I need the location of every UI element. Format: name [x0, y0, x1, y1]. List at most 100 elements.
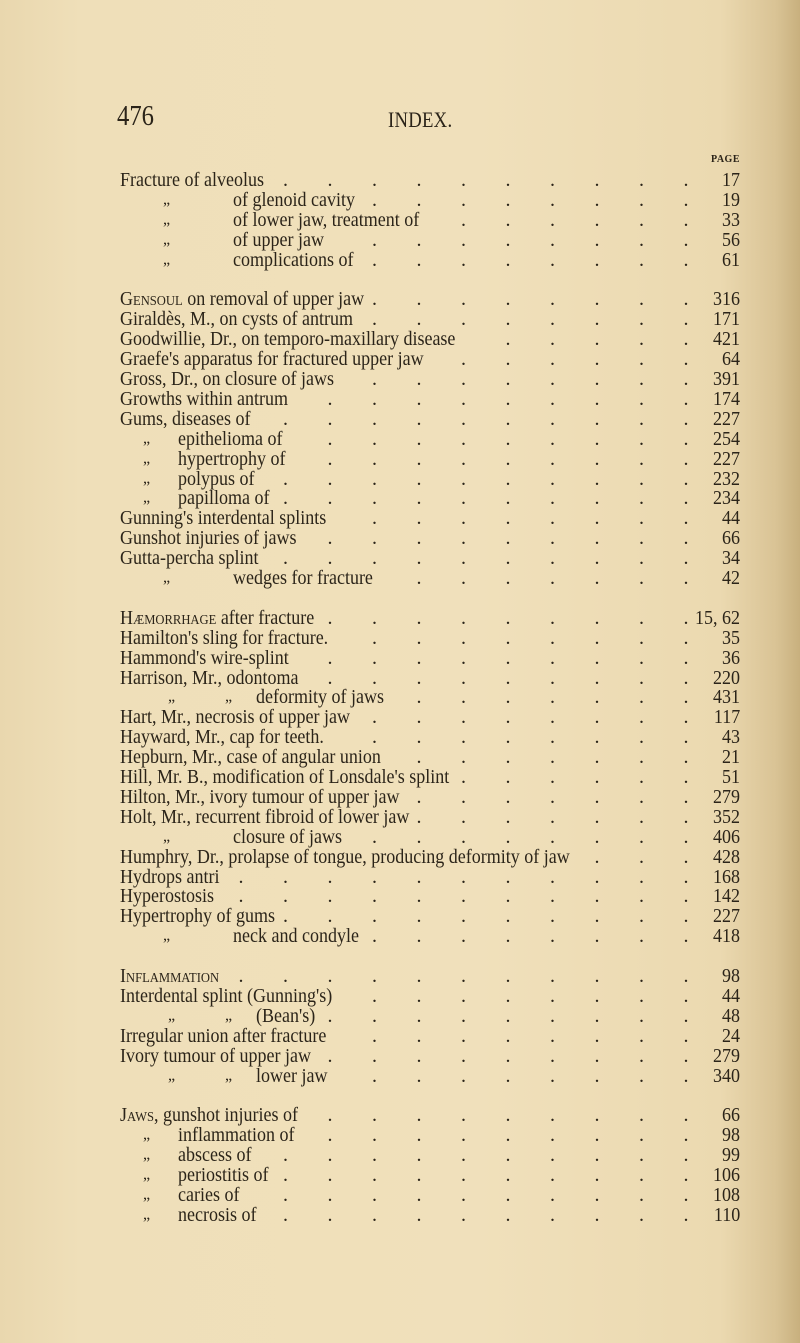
entry-text: Ivory tumour of upper jaw: [120, 1046, 311, 1066]
dot-leader: .: [461, 228, 466, 251]
entry-page: 56: [722, 228, 740, 251]
entry-label: of upper jaw: [233, 228, 324, 251]
entry-page: 44: [722, 984, 740, 1007]
dot-leader: .: [372, 487, 377, 510]
dot-leader: .: [550, 686, 555, 709]
dot-leader: .: [461, 905, 466, 928]
dot-leader: .: [639, 905, 644, 928]
entry-label: Hypertrophy of gums: [120, 905, 275, 928]
entry-label: abscess of: [178, 1144, 252, 1167]
dot-leader: .: [372, 407, 377, 430]
entry-page: 34: [722, 547, 740, 570]
dot-leader: .: [505, 447, 511, 470]
dot-leader: .: [550, 646, 555, 669]
index-entry: Humphry, Dr., prolapse of tongue, produc…: [0, 847, 800, 867]
dot-leader: .: [505, 188, 511, 211]
entry-text: neck and condyle: [233, 926, 359, 946]
dot-leader: .: [372, 1104, 377, 1127]
entry-page: 51: [722, 766, 740, 788]
dot-leader: .: [683, 527, 689, 550]
entry-page: 99: [722, 1144, 740, 1167]
dot-leader: .: [327, 1183, 333, 1206]
dot-leader: .: [461, 1164, 466, 1186]
dot-leader: .: [550, 925, 555, 948]
entry-heading: Hæmorrhage: [120, 606, 217, 629]
dot-leader: .: [550, 188, 555, 211]
entry-text: Interdental splint (Gunning's): [120, 986, 332, 1006]
dot-leader: .: [550, 467, 555, 490]
dot-leader: .: [372, 368, 377, 390]
entry-label: Humphry, Dr., prolapse of tongue, produc…: [120, 845, 570, 868]
dot-leader: .: [594, 686, 600, 709]
entry-page: 227: [713, 447, 740, 470]
dot-leader: .: [683, 1203, 689, 1226]
dot-leader: .: [416, 387, 422, 410]
entry-label: Interdental splint (Gunning's): [120, 984, 333, 1007]
dot-leader: .: [372, 1124, 377, 1147]
entry-page: 142: [713, 885, 740, 908]
entry-page: 220: [713, 666, 740, 689]
dot-leader: .: [550, 825, 555, 848]
dot-leader: .: [283, 1183, 288, 1206]
dot-leader: .: [550, 228, 555, 251]
entry-label: Hilton, Mr., ivory tumour of upper jaw: [120, 785, 400, 808]
dot-leader: .: [639, 706, 644, 729]
entry-text: Graefe's apparatus for fractured upper j…: [120, 349, 424, 369]
dot-leader: .: [683, 1124, 689, 1147]
dot-leader: .: [416, 1203, 422, 1226]
dot-leader: .: [372, 188, 377, 211]
dot-leader: .: [594, 726, 600, 749]
entry-page: 352: [713, 805, 740, 828]
dot-leader: .: [550, 1044, 555, 1067]
dot-leader: .: [372, 626, 377, 649]
entry-text: Hæmorrhage after fracture: [120, 608, 314, 628]
dot-leader: .: [683, 567, 689, 589]
dot-leader: .: [550, 746, 555, 769]
entry-text: polypus of: [178, 469, 255, 489]
dot-leader: .: [505, 1124, 511, 1147]
index-entry: Hamilton's sling for fracture. 35........: [0, 628, 800, 648]
entry-text: papilloma of: [178, 488, 269, 508]
dot-leader: .: [505, 507, 511, 530]
index-entry: Gums, diseases of 227..........: [0, 409, 800, 429]
dot-leader: .: [594, 1004, 600, 1027]
dot-leader: .: [238, 965, 244, 987]
dot-leader: .: [594, 766, 600, 788]
entry-label: Growths within antrum: [120, 387, 288, 410]
entry-page: 61: [722, 248, 740, 271]
dot-leader: .: [594, 328, 600, 351]
dot-leader: .: [505, 1024, 511, 1047]
entry-label: Harrison, Mr., odontoma: [120, 666, 299, 689]
dot-leader: .: [461, 965, 466, 987]
index-entry: Goodwillie, Dr., on temporo-maxillary di…: [0, 329, 800, 349]
index-entry: Gutta-percha splint 34..........: [0, 548, 800, 568]
index-entry: Holt, Mr., recurrent fibroid of lower ja…: [0, 807, 800, 827]
dot-leader: .: [461, 308, 466, 331]
ditto-mark: „: [225, 1066, 233, 1084]
dot-leader: .: [550, 1203, 555, 1226]
dot-leader: .: [505, 328, 511, 351]
index-entry: Ivory tumour of upper jaw 279.........: [0, 1046, 800, 1066]
dot-leader: .: [639, 547, 644, 570]
entry-heading: Inflammation: [120, 965, 220, 987]
entry-page: 24: [722, 1024, 740, 1047]
dot-leader: .: [372, 905, 377, 928]
dot-leader: .: [683, 467, 689, 490]
dot-leader: .: [505, 348, 511, 371]
dot-leader: .: [372, 925, 377, 948]
dot-leader: .: [594, 547, 600, 570]
dot-leader: .: [461, 447, 466, 470]
dot-leader: .: [550, 348, 555, 371]
dot-leader: .: [683, 328, 689, 351]
dot-leader: .: [683, 706, 689, 729]
dot-leader: .: [416, 407, 422, 430]
index-entry: „ papilloma of 234..........: [0, 488, 800, 508]
dot-leader: .: [594, 427, 600, 450]
dot-leader: .: [550, 427, 555, 450]
dot-leader: .: [461, 527, 466, 550]
dot-leader: .: [683, 407, 689, 430]
entry-label: neck and condyle: [233, 925, 359, 948]
dot-leader: .: [327, 169, 333, 191]
dot-leader: .: [594, 1024, 600, 1047]
dot-leader: .: [461, 368, 466, 390]
